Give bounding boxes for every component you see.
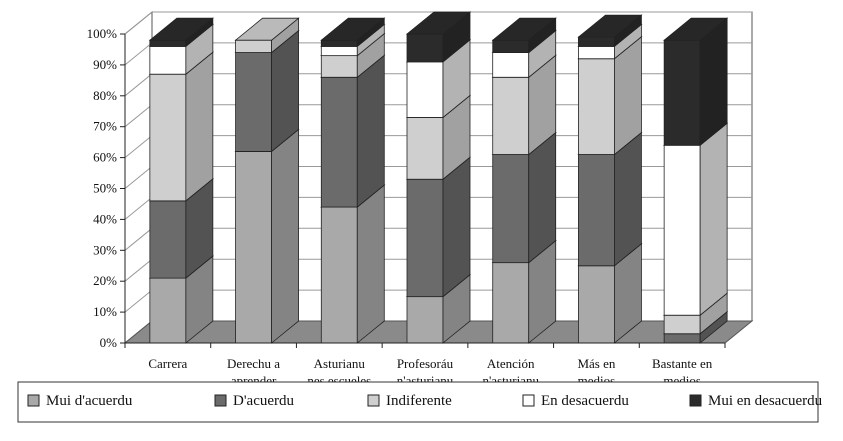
legend-box [17, 381, 819, 423]
y-tick-label: 20% [93, 273, 117, 288]
legend-swatch [522, 394, 535, 407]
bar-top [491, 17, 557, 41]
y-tick-label: 80% [93, 88, 117, 103]
bar-front [320, 55, 358, 78]
bar-front [406, 61, 444, 118]
bar-segment [234, 128, 300, 344]
y-axis: 0% 10% 20% 30% 40% 50% 60% 70% 80% 90% 100% [87, 26, 726, 350]
bar-front [149, 39, 187, 47]
bar-front [578, 58, 615, 155]
bar-top [405, 11, 472, 35]
bar-front [149, 73, 187, 202]
bar-segment [148, 17, 214, 48]
bar-top [148, 17, 214, 41]
y-tick-label: 100% [87, 26, 118, 41]
bar-front [149, 277, 187, 344]
bar-front [406, 33, 444, 63]
category-label: Derechu a [227, 356, 280, 371]
bar-front [406, 178, 444, 298]
bar-segment [320, 54, 386, 208]
bars [148, 11, 729, 344]
bar-front [663, 39, 701, 146]
legend-swatch [689, 394, 702, 407]
bar-front [663, 333, 701, 344]
bar-front [578, 45, 615, 60]
bar-front [492, 154, 530, 264]
legend-item-label: En desacuerdu [541, 393, 629, 409]
bar-front [578, 36, 615, 47]
bar-front [320, 76, 358, 208]
category-label: Atención [487, 356, 535, 371]
bar-segment [320, 184, 386, 344]
bar-segment [405, 94, 472, 181]
bar-front [578, 154, 615, 267]
bar-front [149, 200, 187, 279]
bar-front [663, 314, 701, 335]
y-tick-label: 70% [93, 119, 117, 134]
legend: Mui d'acuerdu D'acuerdu Indiferente En desa… [17, 381, 823, 423]
bar-front [492, 39, 530, 53]
bar-side [356, 184, 385, 344]
bar-side [699, 122, 728, 317]
bar-side [528, 131, 557, 264]
bar-front [492, 52, 530, 78]
legend-swatch [367, 394, 380, 407]
legend-item-label: Indiferente [386, 393, 452, 409]
legend-swatch [214, 394, 227, 407]
y-tick-label: 0% [100, 335, 118, 350]
bar-front [406, 296, 444, 344]
bar-side [356, 54, 385, 208]
category-label: Profesoráu [397, 356, 454, 371]
legend-swatch [27, 394, 40, 407]
legend-item-label: Mui en desacuerdu [708, 393, 823, 409]
bar-front [492, 76, 530, 155]
bar-front [492, 262, 530, 344]
bar-top [577, 14, 643, 38]
bar-top [663, 17, 729, 41]
gridline [124, 11, 752, 35]
bar-front [320, 45, 358, 57]
legend-item-label: Mui d'acuerdu [46, 393, 133, 409]
bar-top [320, 17, 386, 41]
category-label: Carrera [148, 356, 187, 371]
bar-front [320, 39, 358, 47]
bar-front [578, 265, 615, 344]
y-tick-label: 90% [93, 57, 117, 72]
category-label: Asturianu [314, 356, 366, 371]
bar-segment [405, 11, 472, 63]
bar-front [149, 45, 187, 75]
bar-top [234, 17, 300, 41]
bar-side [271, 128, 299, 344]
bar-segment [491, 17, 557, 54]
y-tick-label: 40% [93, 211, 117, 226]
y-tick-label: 10% [93, 304, 117, 319]
bar-segment [577, 14, 643, 48]
bar-front [406, 117, 444, 180]
bar-side [614, 131, 642, 267]
bar-segment [320, 17, 386, 48]
bar-front [663, 144, 701, 316]
bar-segment [663, 122, 729, 317]
bar-front [235, 52, 272, 152]
bar-side [185, 51, 214, 202]
bar-front [235, 39, 272, 53]
bar-side [442, 156, 471, 298]
category-label: Más en [577, 356, 615, 371]
category-label: Bastante en [652, 356, 713, 371]
bar-front [235, 151, 272, 344]
bar-front [320, 206, 358, 344]
bar-segment [663, 17, 729, 147]
y-tick-label: 30% [93, 242, 117, 257]
y-tick-label: 50% [93, 181, 117, 196]
y-tick-label: 60% [93, 150, 117, 165]
bar-segment [234, 17, 300, 54]
legend-item-label: D'acuerdu [233, 393, 295, 409]
